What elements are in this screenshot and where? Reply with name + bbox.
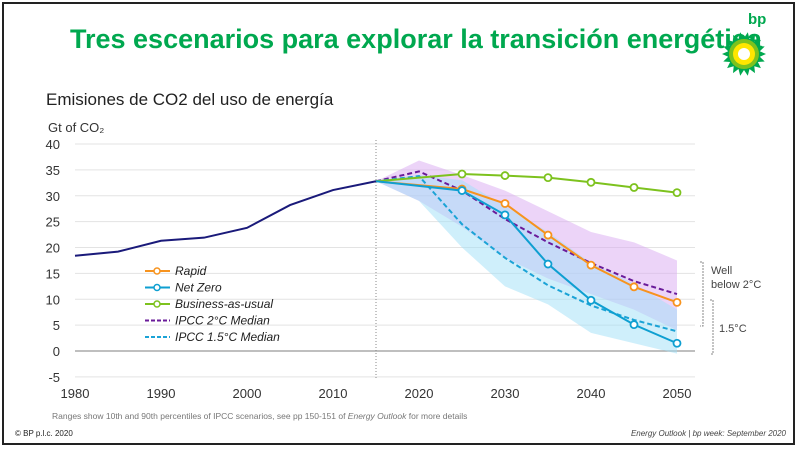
data-point xyxy=(629,320,639,330)
series-line xyxy=(375,170,678,296)
data-point xyxy=(672,188,682,198)
y-tick-label: 15 xyxy=(46,266,60,281)
legend-marker xyxy=(153,267,161,275)
1-5c-label: 1.5°C xyxy=(719,323,747,335)
y-axis-label: Gt of CO₂ xyxy=(48,120,105,135)
data-point xyxy=(672,338,682,348)
ranges-note: Ranges show 10th and 90th percentiles of… xyxy=(52,411,468,421)
data-point xyxy=(500,199,510,208)
x-tick-label: 1990 xyxy=(147,386,176,401)
data-point xyxy=(457,169,467,179)
x-tick-label: 2010 xyxy=(319,386,348,401)
legend-label: Rapid xyxy=(175,264,207,278)
data-point xyxy=(629,183,639,192)
series-line xyxy=(375,175,678,333)
y-tick-label: 10 xyxy=(46,292,60,307)
legend-label: IPCC 2°C Median xyxy=(175,314,270,328)
copyright: © BP p.l.c. 2020 xyxy=(15,429,73,438)
x-tick-label: 2030 xyxy=(491,386,520,401)
svg-text:bp: bp xyxy=(748,11,766,28)
chart-title: Emisiones de CO2 del uso de energía xyxy=(46,90,334,109)
well-below-2c-bracket xyxy=(700,261,704,327)
y-tick-label: 40 xyxy=(46,137,60,152)
x-tick-label: 2050 xyxy=(663,386,692,401)
y-tick-label: -5 xyxy=(48,370,60,385)
x-tick-label: 2020 xyxy=(405,386,434,401)
history-line xyxy=(74,180,377,257)
x-tick-label: 2000 xyxy=(233,386,262,401)
legend-marker xyxy=(153,283,161,292)
y-tick-label: 30 xyxy=(46,189,60,204)
well-below-2c-label: Well xyxy=(711,265,732,277)
x-tick-label: 2040 xyxy=(577,386,606,401)
data-point xyxy=(586,295,596,305)
data-point xyxy=(586,260,596,270)
y-tick-label: 5 xyxy=(53,318,60,333)
data-point xyxy=(586,177,596,187)
y-tick-label: 0 xyxy=(53,344,60,359)
y-tick-label: 20 xyxy=(46,241,60,256)
y-tick-label: 35 xyxy=(46,163,60,178)
well-below-2c-label: below 2°C xyxy=(711,279,761,291)
slide-title: Tres escenarios para explorar la transic… xyxy=(70,24,762,54)
y-tick-label: 25 xyxy=(46,215,60,230)
data-point xyxy=(543,259,553,269)
bp-logo: bp xyxy=(722,11,766,76)
data-point xyxy=(672,297,682,307)
legend-label: IPCC 1.5°C Median xyxy=(175,330,280,344)
data-point xyxy=(457,186,467,195)
data-point xyxy=(500,210,510,220)
legend-label: Net Zero xyxy=(175,281,222,295)
data-point xyxy=(500,171,510,180)
data-point xyxy=(543,230,553,240)
slide-frame xyxy=(2,2,795,445)
data-point xyxy=(629,282,639,292)
legend-marker xyxy=(153,300,161,308)
legend-label: Business-as-usual xyxy=(175,297,273,311)
source-credit: Energy Outlook | bp week: September 2020 xyxy=(630,429,786,438)
data-point xyxy=(543,173,553,183)
x-tick-label: 1980 xyxy=(61,386,90,401)
1-5c-bracket xyxy=(710,299,714,355)
